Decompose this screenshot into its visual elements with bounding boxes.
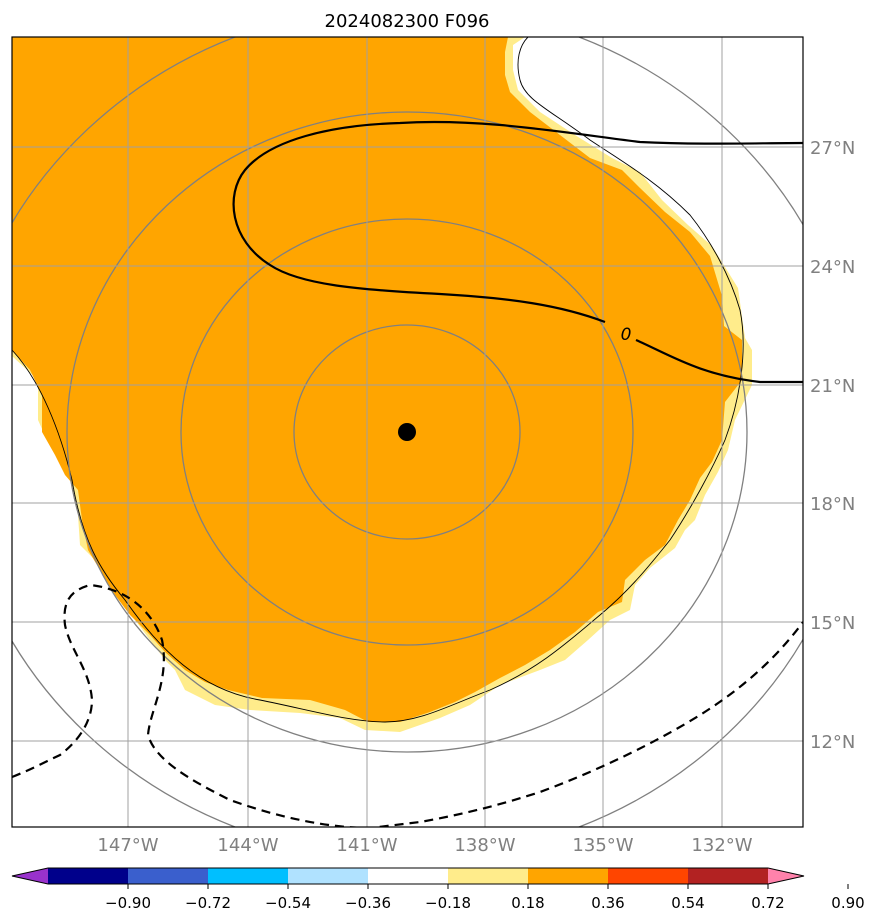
- colorbar-extend-low: [12, 868, 48, 884]
- lon-tick-label: 135°W: [572, 835, 633, 856]
- lat-axis-labels: 27°N 24°N 21°N 18°N 15°N 12°N: [810, 138, 855, 753]
- dashed-contour-line: [12, 583, 803, 827]
- colorbar-tick-label: −0.18: [425, 894, 471, 912]
- range-circle: [180, 218, 634, 646]
- colorbar-bin: [688, 868, 769, 884]
- storm-center-dot: [398, 423, 416, 441]
- lat-tick-label: 12°N: [810, 732, 855, 753]
- lat-tick-label: 21°N: [810, 376, 855, 397]
- colorbar-tick-label: −0.90: [105, 894, 151, 912]
- colorbar-tick-label: −0.72: [185, 894, 231, 912]
- colorbar-outline: [11, 867, 805, 885]
- colorbar-bin: [208, 868, 289, 884]
- zero-contour-line: [232, 120, 803, 384]
- lon-tick-label: 132°W: [691, 835, 752, 856]
- colorbar-tick-label: 0.54: [671, 894, 704, 912]
- range-circle: [66, 111, 748, 753]
- colorbar-bin: [128, 868, 209, 884]
- figure-title: 2024082300 F096: [325, 11, 490, 32]
- lon-tick-label: 138°W: [454, 835, 515, 856]
- colorbar-bin: [48, 868, 129, 884]
- range-circle: [293, 324, 521, 540]
- lon-tick-label: 144°W: [217, 835, 278, 856]
- colorbar-bin: [368, 868, 449, 884]
- colorbar-tick-label: 0.36: [591, 894, 624, 912]
- colorbar-bin: [608, 868, 689, 884]
- field-orange-fill: [12, 37, 742, 722]
- colorbar-tick-label: 0.72: [751, 894, 784, 912]
- range-circles: [12, 37, 803, 827]
- colorbar-tick-label: 0.90: [831, 894, 864, 912]
- colorbar: −0.90 −0.72 −0.54 −0.36 −0.18 0.18 0.36 0.54 0.7…: [11, 867, 865, 912]
- colorbar-bin: [448, 868, 529, 884]
- map-frame: [11, 36, 804, 828]
- lat-tick-label: 18°N: [810, 494, 855, 515]
- lat-tick-label: 15°N: [810, 613, 855, 634]
- dashed-contours: [12, 583, 803, 827]
- colorbar-bin: [528, 868, 609, 884]
- coastline-outline: [12, 37, 744, 723]
- colorbar-extend-high: [768, 868, 804, 884]
- graticule: [12, 37, 803, 827]
- lon-axis-labels: 147°W 144°W 141°W 138°W 135°W 132°W: [97, 835, 752, 856]
- colorbar-bin: [288, 868, 369, 884]
- colorbar-tick-label: −0.36: [345, 894, 391, 912]
- lon-tick-label: 141°W: [336, 835, 397, 856]
- map-panel: 0 147°W 144°W 141°W 138°W 135°W 132°W 27…: [11, 36, 855, 856]
- lon-tick-label: 147°W: [97, 835, 158, 856]
- colorbar-tick-label: 0.18: [511, 894, 544, 912]
- lat-tick-label: 27°N: [810, 138, 855, 159]
- lat-tick-label: 24°N: [810, 257, 855, 278]
- contour-label: 0: [621, 325, 632, 345]
- colorbar-tick-label: −0.54: [265, 894, 311, 912]
